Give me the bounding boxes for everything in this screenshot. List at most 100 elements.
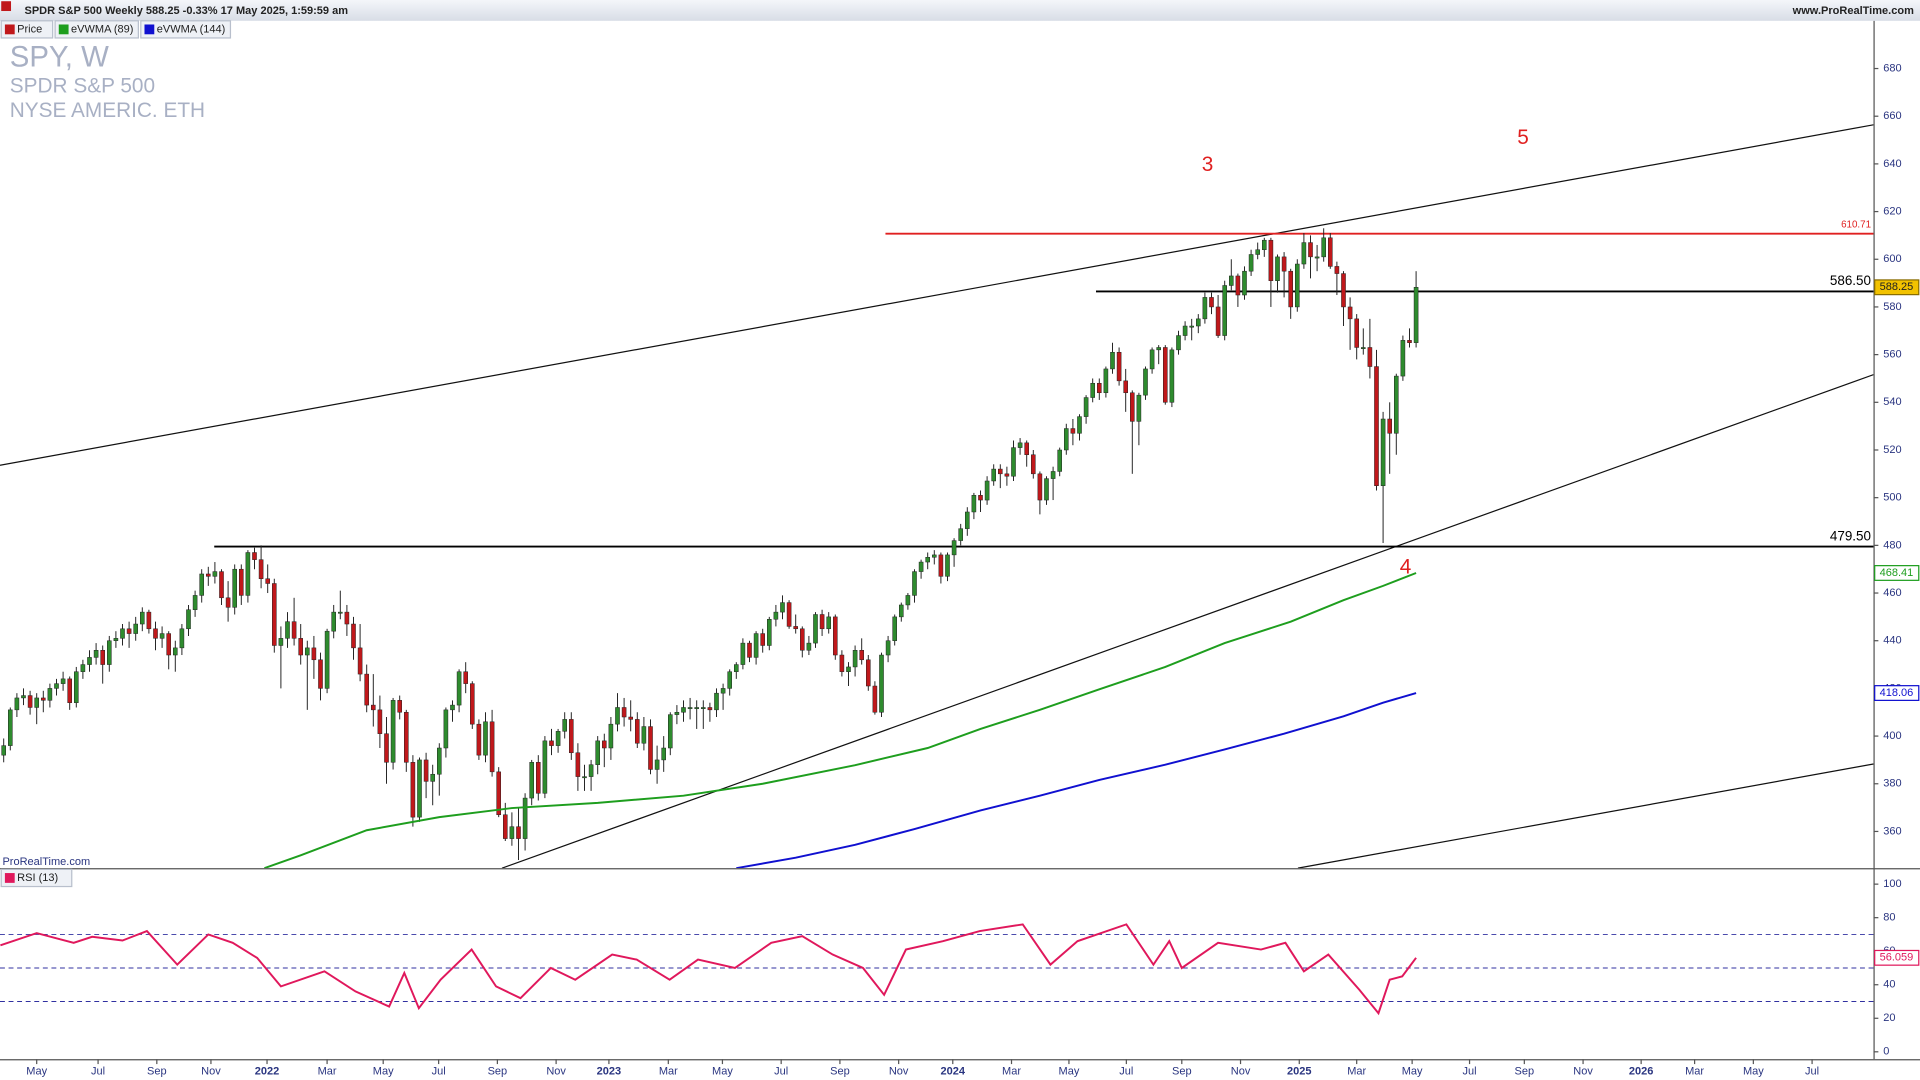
y-tick-label: 100 [1883,878,1901,890]
last-value-box [1874,279,1920,296]
candle-body [648,726,653,770]
candle-body [212,571,218,577]
candle-body [60,678,66,684]
level-label: 586.50 [1830,273,1871,288]
candle-body [1229,275,1234,286]
candle-body [582,776,587,779]
candle-body [159,633,165,639]
x-tick-label: May [26,1065,47,1077]
candle-body [351,623,356,649]
last-value-label: 418.06 [1880,687,1914,699]
candle-body [1182,325,1188,336]
candle-body [258,559,264,579]
candle-body [753,633,759,658]
candle-body [1097,382,1102,394]
candle-body [430,773,435,782]
candle-body [971,495,977,513]
candle-body [562,719,567,732]
header-icon [1,1,12,12]
candle-body [305,647,310,656]
candle-body [932,554,937,558]
candle-body [384,733,389,763]
x-tick-label: Jul [432,1065,446,1077]
x-tick-label: 2024 [941,1065,966,1077]
x-tick-label: Jul [1119,1065,1133,1077]
x-tick-label: Mar [1685,1065,1704,1077]
candle-body [965,511,970,529]
candle-body [1163,347,1168,403]
candle-body [417,759,422,818]
candle-body [1116,351,1122,382]
candle-body [1295,263,1300,308]
y-tick-label: 400 [1883,730,1901,742]
candle-body [654,759,660,770]
legend-box [0,868,73,888]
candle-body [899,604,904,618]
candle-body [542,740,548,794]
y-tick-label: 460 [1883,587,1901,599]
y-tick-label: 0 [1883,1046,1889,1058]
candle-body [133,623,138,634]
candle-body [324,630,330,689]
candle-body [555,731,561,746]
candle-body [437,747,442,775]
y-tick-label: 360 [1883,825,1901,837]
candle-body [780,602,785,613]
candle-body [734,664,739,672]
candle-body [199,573,204,596]
candle-body [694,707,699,709]
candle-body [390,700,396,763]
candle-body [747,642,752,658]
legend-swatch [4,24,15,35]
header-bar [0,0,1920,21]
candle-body [377,709,383,734]
candle-body [1209,297,1214,308]
candle-body [219,571,224,599]
candle-body [166,633,171,656]
x-tick-label: Mar [1347,1065,1366,1077]
level-label: 479.50 [1830,528,1871,543]
candle-body [1394,375,1399,434]
candle-body [833,616,838,656]
candle-body [1037,473,1043,501]
candle-body [569,719,574,754]
candle-body [192,595,198,610]
indicator-line [264,572,1417,869]
x-tick-label: Nov [889,1065,909,1077]
x-tick-label: Sep [1172,1065,1192,1077]
candle-body [1149,349,1155,370]
candle-body [179,628,185,649]
last-value-box [1874,685,1920,701]
candle-body [357,647,363,675]
candle-body [410,762,416,818]
candle-body [489,721,495,773]
candle-body [443,709,449,749]
candle-body [635,719,640,744]
x-tick-label: Nov [1231,1065,1251,1077]
y-tick-label: 440 [1883,635,1901,647]
candle-body [1070,428,1076,434]
candle-body [423,759,429,782]
candle-body [529,762,534,799]
header-title: SPDR S&P 500 Weekly 588.25 -0.33% 17 May… [24,5,348,17]
legend-label: Price [17,23,42,35]
y-tick-label: 500 [1883,492,1901,504]
candle-body [984,480,990,501]
candle-body [767,619,772,646]
x-tick-label: May [712,1065,733,1077]
x-tick-label: Sep [830,1065,850,1077]
candle-body [536,762,541,794]
y-tick-label: 620 [1883,205,1901,217]
x-tick-label: May [1402,1065,1423,1077]
candle-body [1314,256,1320,259]
candle-body [1321,237,1326,258]
candle-body [852,650,858,668]
candle-body [344,611,350,625]
candle-body [41,697,46,701]
legend-box [140,20,232,39]
candle-body [107,640,112,665]
candle-body [120,628,125,639]
x-tick-label: Mar [1002,1065,1021,1077]
y-tick-label: 80 [1883,912,1895,924]
